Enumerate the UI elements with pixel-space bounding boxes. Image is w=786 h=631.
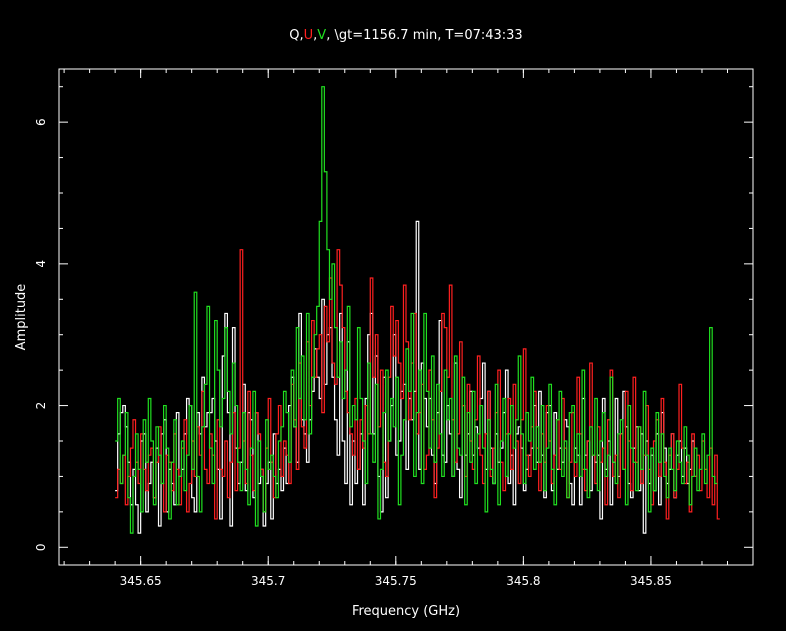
plot-area: 345.65 345.7 345.75 345.8 345.85 0 2 4 6: [34, 68, 754, 588]
x-axis-ticks: 345.65 345.7 345.75 345.8 345.85: [63, 69, 754, 588]
series-u-line: [115, 249, 720, 520]
y-tick-label: 0: [34, 543, 48, 551]
title-segment-1: U: [304, 28, 314, 43]
x-tick-label: 345.65: [120, 574, 162, 588]
title-segment-2: ,: [313, 28, 317, 43]
y-tick-label: 2: [34, 402, 48, 410]
y-tick-label: 4: [34, 260, 48, 268]
chart-title: Q,U,V, \gt=1156.7 min, T=07:43:33: [289, 28, 522, 43]
plot-frame: [58, 68, 754, 566]
x-tick-label: 345.8: [506, 574, 540, 588]
y-axis-label: Amplitude: [14, 284, 29, 351]
title-segment-4: , \gt=1156.7 min, T=07:43:33: [326, 28, 523, 43]
x-axis-label: Frequency (GHz): [352, 604, 460, 619]
series-v-line: [115, 86, 718, 534]
x-tick-label: 345.75: [375, 574, 417, 588]
x-tick-label: 345.85: [630, 574, 672, 588]
y-axis-ticks: 0 2 4 6: [34, 86, 753, 551]
series-layer: [115, 86, 720, 534]
x-tick-label: 345.7: [251, 574, 285, 588]
y-tick-label: 6: [34, 118, 48, 126]
title-segment-3: V: [317, 28, 326, 43]
title-segment-0: Q,: [289, 28, 303, 43]
